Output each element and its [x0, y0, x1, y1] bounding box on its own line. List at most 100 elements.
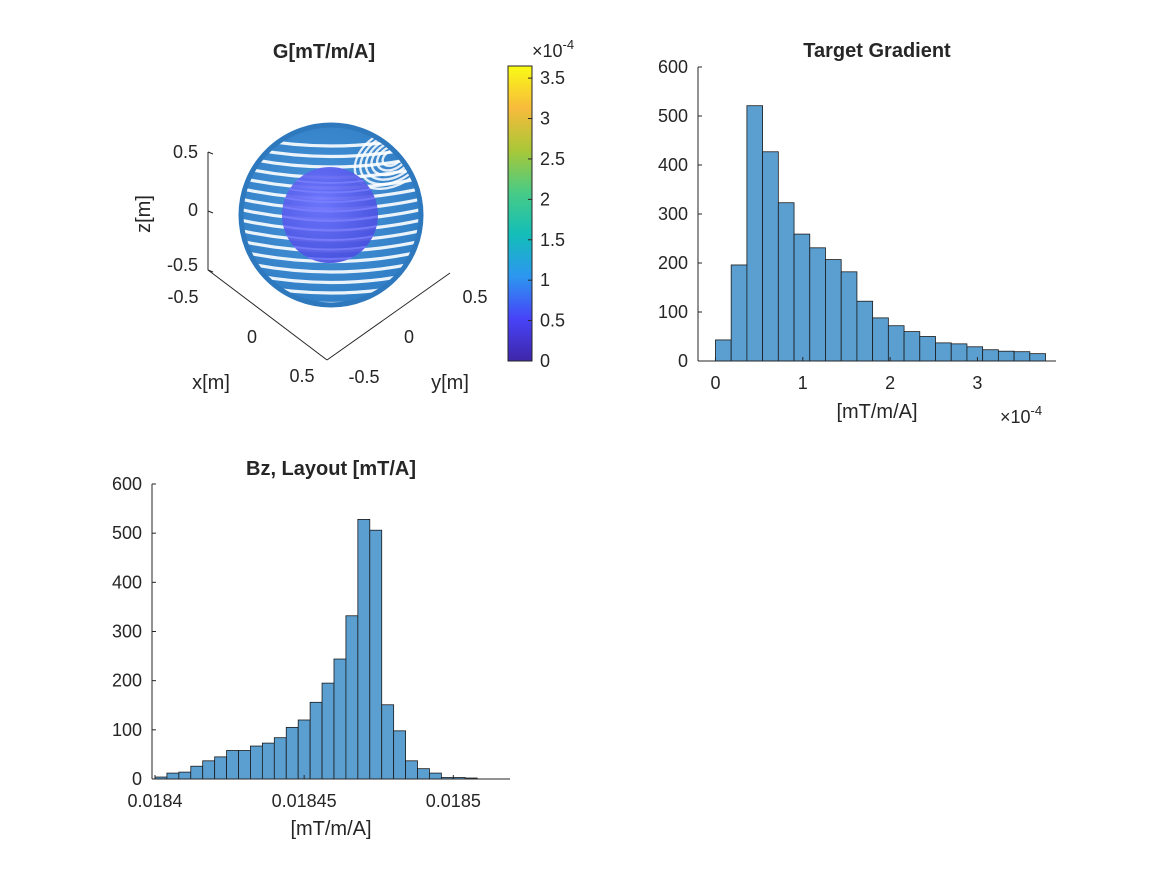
colorbar-tick-label: 0: [540, 351, 550, 371]
y-tick-label: 600: [658, 57, 688, 77]
y-tick-label: 300: [658, 204, 688, 224]
colorbar-tick-label: 2.5: [540, 149, 565, 169]
histogram-bar: [405, 760, 418, 780]
histogram-bar: [238, 750, 251, 780]
histogram-bar: [393, 730, 406, 780]
z-tick-label: -0.5: [167, 255, 198, 275]
x-axis-label: [mT/m/A]: [836, 401, 917, 423]
x-tick-label: 0.5: [289, 366, 314, 386]
histogram-bar: [357, 519, 371, 780]
histogram-bar: [966, 346, 984, 362]
histogram-bar: [190, 765, 204, 780]
x-multiplier: ×10-4: [1000, 403, 1042, 427]
histogram-bar: [261, 742, 275, 780]
x-tick-label: 0.01845: [272, 791, 337, 811]
y-tick-label: 300: [112, 622, 142, 642]
colorbar-gradient: [507, 65, 533, 362]
x-tick-label: 0.0185: [426, 791, 481, 811]
x-tick-label: 3: [972, 373, 982, 393]
histogram-bar: [887, 325, 905, 362]
chart-title-3d: G[mT/m/A]: [273, 41, 375, 63]
y-tick-label: 400: [658, 155, 688, 175]
histogram-bar: [429, 772, 442, 780]
histogram-bar: [417, 768, 430, 780]
x-tick-label: 1: [798, 373, 808, 393]
histogram-bars: [154, 519, 478, 780]
histogram-bar: [178, 771, 192, 780]
histogram-bar: [345, 615, 359, 780]
histogram-bar: [226, 750, 239, 780]
colorbar-tick-label: 1: [540, 270, 550, 290]
y-tick-label: -0.5: [348, 367, 379, 387]
z-axis-label: z[m]: [133, 195, 155, 233]
histogram-bar: [369, 529, 383, 780]
histogram-bar: [872, 317, 889, 362]
z-tick-mark: [207, 151, 214, 155]
colorbar-tick-label: 3: [540, 109, 550, 129]
histogram-bar: [250, 745, 263, 780]
histogram-bar: [285, 726, 299, 780]
colorbar-tick-label: 1.5: [540, 230, 565, 250]
histogram-bar: [214, 756, 227, 780]
histogram-bars: [715, 105, 1046, 362]
y-tick-label: 500: [112, 523, 142, 543]
histogram-bar: [273, 737, 287, 780]
histogram-bar: [297, 719, 311, 780]
x-axis-line: [207, 269, 328, 361]
histogram-bar: [762, 151, 779, 362]
y-tick-label: 200: [112, 671, 142, 691]
histogram-bar: [903, 331, 921, 362]
z-tick-mark: [207, 210, 214, 214]
z-tick-label: 0: [188, 200, 198, 220]
colorbar-tick-label: 0.5: [540, 311, 565, 331]
colorbar-tick-label: 3.5: [540, 68, 565, 88]
y-tick-label: 0: [678, 351, 688, 371]
histogram-bar: [381, 704, 395, 780]
z-tick-mark: [207, 269, 214, 273]
y-tick-label: 0: [404, 327, 414, 347]
panel-3d-gradient: G[mT/m/A] 0.5 0 -0.5 z[m] -0.5 0 0.5 x[m…: [133, 37, 574, 394]
x-axis-label: [mT/m/A]: [290, 818, 371, 840]
x-tick-label: 0.0184: [127, 791, 182, 811]
histogram-bar: [715, 339, 732, 362]
x-tick-label: 2: [885, 373, 895, 393]
histogram-bar: [321, 682, 335, 780]
chart-title-target-gradient: Target Gradient: [803, 40, 951, 62]
histogram-bar: [919, 336, 936, 362]
x-tick-label: 0: [247, 327, 257, 347]
histogram-bar: [730, 264, 748, 362]
x-tick-label: 0: [710, 373, 720, 393]
histogram-bar: [1029, 353, 1046, 362]
histogram-bar: [166, 772, 180, 780]
y-tick-label: 500: [658, 106, 688, 126]
histogram-bar: [840, 271, 858, 362]
histogram-bar: [809, 247, 826, 362]
y-tick-label: 100: [658, 302, 688, 322]
histogram-bar: [1013, 351, 1031, 362]
y-tick-label: 0.5: [462, 287, 487, 307]
y-tick-label: 400: [112, 572, 142, 592]
x-tick-label: -0.5: [167, 287, 198, 307]
y-tick-label: 200: [658, 253, 688, 273]
panel-bz-layout: Bz, Layout [mT/A] 0 100 200 300 400 500 600 0.0…: [112, 458, 510, 840]
histogram-bar: [982, 349, 999, 362]
histogram-bar: [825, 259, 842, 362]
y-tick-label: 600: [112, 474, 142, 494]
colorbar: 0 0.5 1 1.5 2 2.5 3 3.5 ×10-4: [507, 37, 574, 371]
x-axis-label: x[m]: [192, 372, 230, 394]
histogram-bar: [746, 105, 764, 362]
y-tick-label: 100: [112, 720, 142, 740]
histogram-bar: [777, 202, 795, 362]
histogram-bar: [997, 350, 1015, 362]
z-tick-label: 0.5: [173, 142, 198, 162]
histogram-bar: [309, 701, 323, 780]
histogram-bar: [935, 342, 952, 362]
colorbar-multiplier: ×10-4: [532, 37, 574, 61]
y-axis-line: [326, 272, 451, 361]
histogram-bar: [333, 658, 347, 780]
chart-title-bz-layout: Bz, Layout [mT/A]: [246, 458, 416, 480]
histogram-bar: [950, 343, 968, 362]
y-axis-label: y[m]: [431, 372, 469, 394]
